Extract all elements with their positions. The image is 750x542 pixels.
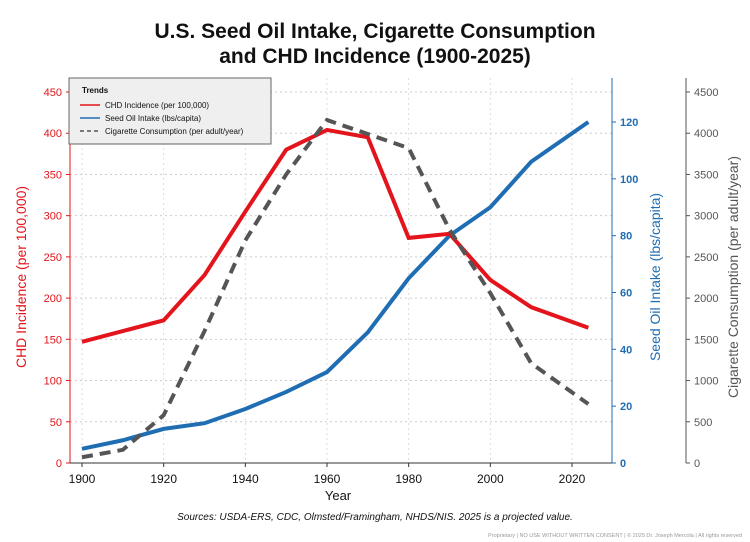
cigarette-axis-tick-label: 2500: [694, 252, 718, 264]
x-axis-tick-label: 1960: [314, 472, 341, 486]
x-axis-tick-label: 1900: [69, 472, 96, 486]
right-axis-label-seed-oil: Seed Oil Intake (lbs/capita): [647, 193, 663, 361]
seed-oil-axis-tick-label: 100: [620, 174, 638, 186]
legend-label-cigarette: Cigarette Consumption (per adult/year): [105, 127, 244, 136]
seed-oil-axis-tick-label: 80: [620, 231, 632, 243]
cigarette-axis-tick-label: 3500: [694, 169, 718, 181]
series-line-seed-oil: [81, 120, 590, 451]
copyright-footer: Proprietary | NO USE WITHOUT WRITTEN CON…: [488, 532, 742, 539]
cigarette-axis-tick-label: 3000: [694, 211, 718, 223]
x-axis-tick-label: 1920: [150, 472, 177, 486]
legend: Trends CHD Incidence (per 100,000) Seed …: [68, 77, 272, 145]
left-axis-tick-label: 350: [44, 169, 62, 181]
chart-title-line2: and CHD Incidence (1900-2025): [219, 45, 531, 68]
cigarette-axis-tick-label: 500: [694, 417, 712, 429]
left-axis-tick-label: 150: [44, 334, 62, 346]
seed-oil-axis-tick-label: 60: [620, 288, 632, 300]
left-axis-label: CHD Incidence (per 100,000): [13, 186, 29, 368]
cigarette-axis-tick-label: 4500: [694, 87, 718, 99]
x-axis-label: Year: [325, 488, 352, 503]
x-axis-tick-label: 2020: [559, 472, 586, 486]
cigarette-axis-tick-label: 4000: [694, 128, 718, 140]
seed-oil-axis-tick-label: 40: [620, 344, 632, 356]
legend-label-chd: CHD Incidence (per 100,000): [105, 101, 209, 110]
legend-title: Trends: [82, 86, 109, 95]
cigarette-axis-tick-label: 1500: [694, 334, 718, 346]
seed-oil-axis-tick-label: 20: [620, 401, 632, 413]
legend-label-seed-oil: Seed Oil Intake (lbs/capita): [105, 114, 201, 123]
seed-oil-axis-tick-label: 0: [620, 458, 626, 470]
left-axis-tick-label: 450: [44, 87, 62, 99]
left-axis-tick-label: 0: [56, 458, 62, 470]
left-axis-tick-label: 400: [44, 128, 62, 140]
source-note: Sources: USDA-ERS, CDC, Olmsted/Framingh…: [177, 512, 573, 523]
cigarette-axis-tick-label: 1000: [694, 376, 718, 388]
cigarette-axis-tick-label: 2000: [694, 293, 718, 305]
left-axis-tick-label: 100: [44, 376, 62, 388]
x-axis-tick-label: 1980: [395, 472, 422, 486]
cigarette-axis-tick-label: 0: [694, 458, 700, 470]
left-axis-tick-label: 200: [44, 293, 62, 305]
x-axis-tick-label: 2000: [477, 472, 504, 486]
left-axis-tick-label: 250: [44, 252, 62, 264]
x-axis-tick-label: 1940: [232, 472, 259, 486]
legend-box: [68, 77, 272, 145]
left-axis-tick-label: 300: [44, 211, 62, 223]
chart-title-line1: U.S. Seed Oil Intake, Cigarette Consumpt…: [154, 20, 595, 43]
left-axis-tick-label: 50: [50, 417, 62, 429]
series-line-cigarette: [81, 117, 590, 460]
right-axis-label-cigarette: Cigarette Consumption (per adult/year): [725, 156, 741, 398]
seed-oil-axis-tick-label: 120: [620, 117, 638, 129]
series-line-chd: [81, 127, 590, 344]
